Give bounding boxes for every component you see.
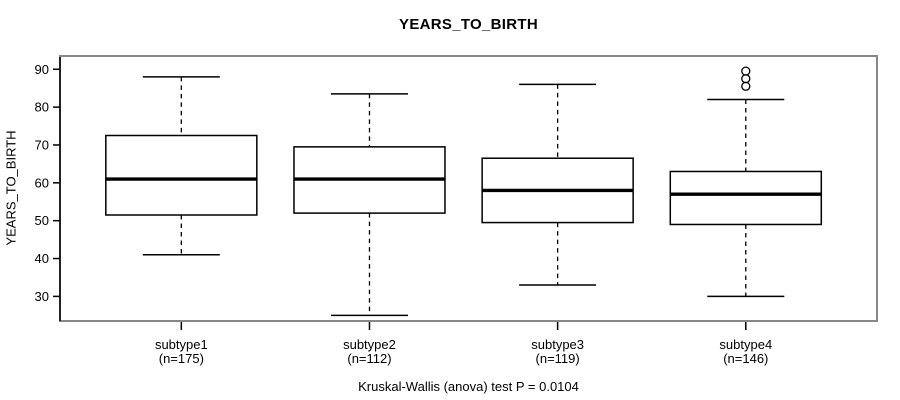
x-count-label: (n=119) — [536, 351, 580, 366]
x-count-label: (n=175) — [159, 351, 204, 366]
outlier-point — [741, 66, 751, 76]
x-count-label: (n=112) — [347, 351, 391, 366]
outlier-point — [741, 81, 751, 91]
x-category-label: subtype1 — [155, 337, 208, 352]
x-category-label: subtype4 — [719, 337, 772, 352]
y-tick-label: 30 — [35, 289, 49, 304]
stat-test-caption: Kruskal-Wallis (anova) test P = 0.0104 — [358, 379, 579, 394]
y-tick-label: 80 — [35, 100, 49, 115]
x-category-label: subtype3 — [531, 337, 584, 352]
x-category-label: subtype2 — [343, 337, 396, 352]
iqr-box — [105, 134, 258, 216]
y-tick-label: 70 — [35, 137, 49, 152]
x-count-label: (n=146) — [723, 351, 768, 366]
y-tick-label: 50 — [35, 213, 49, 228]
iqr-box — [669, 170, 823, 226]
y-tick-label: 40 — [35, 251, 49, 266]
chart-title: YEARS_TO_BIRTH — [399, 16, 538, 33]
outlier-point — [741, 74, 751, 84]
y-tick-label: 90 — [35, 62, 49, 77]
y-tick-label: 60 — [35, 175, 49, 190]
